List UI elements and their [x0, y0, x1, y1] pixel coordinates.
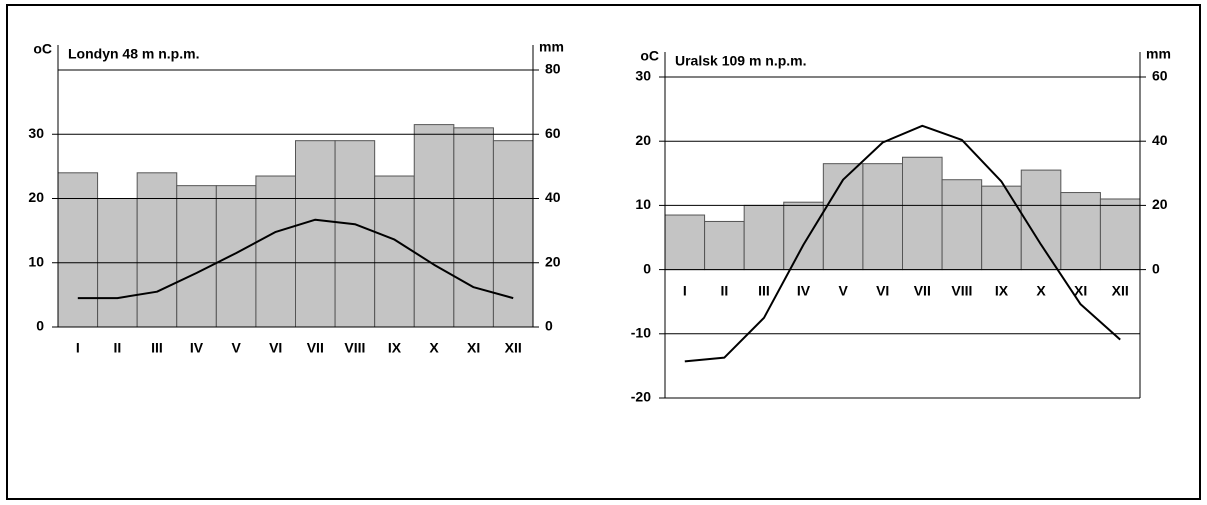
precipitation-bar [57, 172, 99, 328]
x-tick-label: VIII [951, 282, 972, 298]
y2-axis-label: mm [539, 39, 564, 55]
y2-tick-label: 60 [1152, 68, 1168, 84]
x-tick-label: V [231, 340, 241, 356]
y-tick-label: 10 [635, 196, 651, 212]
precipitation-bar [334, 140, 376, 328]
precipitation-bar [215, 185, 257, 328]
precipitation-bar [902, 156, 943, 271]
x-tick-label: XI [467, 340, 480, 356]
precipitation-bar [941, 179, 983, 271]
chart-title: Uralsk 109 m n.p.m. [675, 53, 807, 69]
y-tick-label: 10 [28, 253, 44, 269]
y2-tick-label: 40 [1152, 132, 1168, 148]
x-tick-label: IX [995, 282, 1009, 298]
x-tick-label: III [151, 340, 163, 356]
x-tick-label: I [683, 282, 687, 298]
temperature-line [77, 218, 514, 300]
y-tick-label: 0 [36, 318, 44, 334]
x-tick-label: XII [1112, 282, 1129, 298]
precipitation-bar [295, 140, 336, 328]
precipitation-bar [862, 163, 904, 271]
precipitation-bar [255, 175, 297, 328]
precipitation-bar [981, 185, 1022, 271]
x-tick-label: V [838, 282, 848, 298]
y-tick-label: 20 [28, 189, 44, 205]
x-tick-label: VII [307, 340, 324, 356]
y-tick-label: 30 [28, 125, 44, 141]
precipitation-bar [743, 204, 785, 271]
x-tick-label: II [113, 340, 121, 356]
precipitation-bar [1060, 192, 1101, 271]
y2-tick-label: 60 [545, 125, 561, 141]
temperature-line [684, 124, 1121, 363]
x-tick-label: VII [914, 282, 931, 298]
precipitation-bar [1020, 169, 1062, 271]
precipitation-bar [704, 220, 745, 271]
x-tick-label: IV [190, 340, 204, 356]
precipitation-bar [136, 172, 178, 328]
y-tick-label: 30 [635, 68, 651, 84]
precipitation-bar [176, 185, 217, 328]
y2-tick-label: 40 [545, 189, 561, 205]
y2-tick-label: 80 [545, 61, 561, 77]
y2-axis-label: mm [1146, 46, 1171, 62]
x-tick-label: VI [876, 282, 889, 298]
precipitation-bar [664, 214, 706, 271]
y2-tick-label: 20 [545, 253, 561, 269]
precipitation-bar [492, 140, 534, 328]
precipitation-bar [1099, 198, 1141, 271]
y2-tick-label: 0 [545, 318, 553, 334]
y-tick-label: 20 [635, 132, 651, 148]
x-tick-label: III [758, 282, 770, 298]
x-tick-label: X [429, 340, 439, 356]
y2-tick-label: 0 [1152, 260, 1160, 276]
y2-tick-label: 20 [1152, 196, 1168, 212]
x-tick-label: IX [388, 340, 402, 356]
chart-title: Londyn 48 m n.p.m. [68, 46, 199, 62]
x-tick-label: IV [797, 282, 811, 298]
x-tick-label: XII [505, 340, 522, 356]
y-axis-label: oC [640, 48, 659, 64]
x-tick-label: VIII [344, 340, 365, 356]
precipitation-bar [783, 201, 824, 271]
precipitation-bar [374, 175, 415, 328]
y-tick-label: -20 [631, 389, 651, 405]
y-axis-label: oC [33, 41, 52, 57]
precipitation-bar [413, 124, 455, 328]
x-tick-label: I [76, 340, 80, 356]
y-tick-label: -10 [631, 325, 651, 341]
y-tick-label: 0 [643, 260, 651, 276]
x-tick-label: XI [1074, 282, 1087, 298]
x-tick-label: VI [269, 340, 282, 356]
x-tick-label: X [1036, 282, 1046, 298]
x-tick-label: II [720, 282, 728, 298]
precipitation-bar [453, 127, 494, 328]
